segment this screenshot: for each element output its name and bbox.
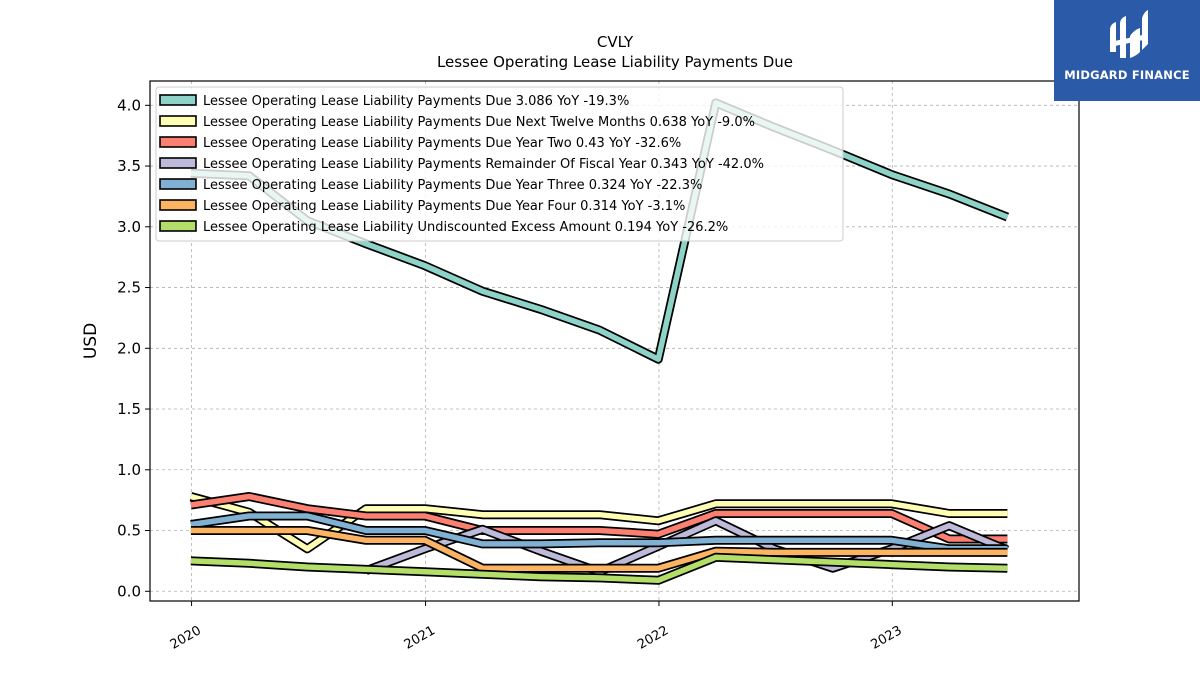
legend-label: Lessee Operating Lease Liability Payment… — [203, 199, 685, 214]
midgard-monogram-icon — [1110, 10, 1148, 58]
legend-swatch — [159, 178, 197, 190]
y-tick-label: 0.5 — [117, 522, 141, 540]
y-tick-label: 0.0 — [117, 582, 141, 600]
chart-subtitle: Lessee Operating Lease Liability Payment… — [437, 53, 793, 71]
x-tick-label: 2021 — [402, 623, 438, 653]
legend-label: Lessee Operating Lease Liability Undisco… — [203, 220, 728, 235]
series-line-stroke — [190, 554, 1008, 584]
brand-name: MIDGARD FINANCE — [1064, 68, 1190, 82]
x-tick-label: 2023 — [868, 623, 904, 653]
plot-frame — [149, 80, 1080, 602]
legend-box — [155, 86, 844, 242]
y-axis-label: USD — [81, 323, 101, 359]
legend-swatch — [159, 94, 197, 106]
chart-title: CVLY — [597, 33, 634, 51]
x-tick-label: 2020 — [168, 623, 204, 653]
y-tick-label: 3.0 — [117, 218, 141, 236]
legend-swatch — [159, 220, 197, 232]
legend-label: Lessee Operating Lease Liability Payment… — [203, 136, 681, 151]
legend-swatch — [159, 199, 197, 211]
y-tick-label: 2.5 — [117, 279, 141, 297]
legend-label: Lessee Operating Lease Liability Payment… — [203, 115, 755, 130]
series-line-stroke — [190, 527, 1008, 571]
legend: Lessee Operating Lease Liability Payment… — [155, 86, 844, 242]
y-tick-label: 1.5 — [117, 400, 141, 418]
legend-label: Lessee Operating Lease Liability Payment… — [203, 94, 629, 109]
legend-swatch — [159, 115, 197, 127]
series-line-stroke — [190, 493, 1008, 542]
series-line — [190, 552, 1008, 585]
series-line — [190, 511, 1008, 554]
y-tick-label: 1.0 — [117, 461, 141, 479]
legend-swatch — [159, 136, 197, 148]
y-tick-label: 3.5 — [117, 157, 141, 175]
series-line-stroke — [190, 513, 1008, 552]
series-line — [190, 526, 1008, 573]
x-tick-label: 2022 — [635, 623, 671, 653]
y-tick-label: 2.0 — [117, 339, 141, 357]
legend-label: Lessee Operating Lease Liability Payment… — [203, 157, 764, 172]
legend-label: Lessee Operating Lease Liability Payment… — [203, 178, 702, 193]
legend-swatch — [159, 157, 197, 169]
series-line — [190, 492, 1008, 544]
brand-logo: MIDGARD FINANCE — [1054, 0, 1200, 101]
y-tick-label: 4.0 — [117, 96, 141, 114]
